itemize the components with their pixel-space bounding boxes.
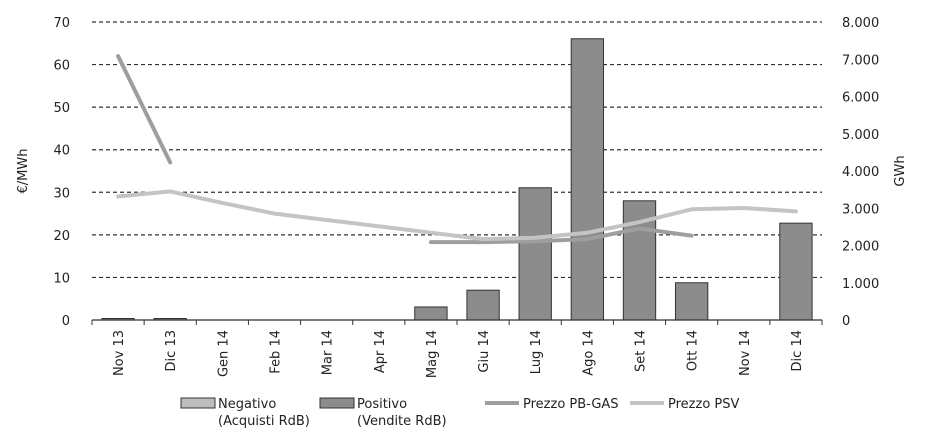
legend-item: Prezzo PB-GAS xyxy=(485,397,619,412)
y2-tick-label: 6.000 xyxy=(842,91,879,106)
y-tick-label: 50 xyxy=(53,101,70,116)
legend-item: Negativo (Acquisti RdB) xyxy=(180,397,310,429)
legend-layer: Negativo (Acquisti RdB) Positivo (Vendite R… xyxy=(180,397,739,429)
y2-tick-label: 8.000 xyxy=(842,16,879,31)
bars-layer xyxy=(101,38,813,321)
x-tick-label: Dic 13 xyxy=(164,330,179,371)
x-tick-label: Mar 14 xyxy=(321,330,336,375)
y2-tick-label: 5.000 xyxy=(842,128,879,143)
legend-swatch xyxy=(319,397,355,409)
x-tick-label: Ott 14 xyxy=(686,330,701,371)
legend-label: Positivo xyxy=(357,397,407,412)
y-tick-label: 20 xyxy=(53,229,70,244)
bar xyxy=(414,306,448,321)
x-tick-label: Apr 14 xyxy=(373,330,388,373)
y2-tick-label: 1.000 xyxy=(842,277,879,292)
x-tick-label: Nov 13 xyxy=(112,330,127,376)
x-tick-label: Giu 14 xyxy=(477,330,492,373)
y-tick-label: 40 xyxy=(53,144,70,159)
y2-tick-label: 3.000 xyxy=(842,202,879,217)
y2-tick-label: 7.000 xyxy=(842,53,879,68)
y-tick-label: 30 xyxy=(53,186,70,201)
y2-tick-label: 4.000 xyxy=(842,165,879,180)
x-tick-label: Mag 14 xyxy=(425,330,440,378)
y-tick-label: 60 xyxy=(53,59,70,74)
x-tick-label: Dic 14 xyxy=(790,330,805,371)
y-tick-label: 10 xyxy=(53,271,70,286)
x-tick-label: Set 14 xyxy=(634,330,649,372)
y-axis-title: €/MWh xyxy=(16,149,31,194)
y-tick-label: 70 xyxy=(53,16,70,31)
x-tick-label: Lug 14 xyxy=(529,330,544,374)
x-tick-label: Gen 14 xyxy=(216,330,231,377)
legend-sublabel: (Acquisti RdB) xyxy=(218,414,310,429)
legend-label: Prezzo PB-GAS xyxy=(523,397,619,412)
legend-item: Prezzo PSV xyxy=(630,397,739,412)
grid-layer xyxy=(92,21,822,279)
legend-item: Positivo (Vendite RdB) xyxy=(319,397,447,429)
y2-axis-title: GWh xyxy=(893,155,908,186)
y-tick-label: 0 xyxy=(62,314,70,329)
legend-swatch xyxy=(180,397,216,409)
bar xyxy=(466,289,500,321)
bar xyxy=(570,38,605,321)
bar xyxy=(674,282,709,321)
series-line xyxy=(428,226,694,245)
bar xyxy=(779,222,813,321)
bar xyxy=(518,187,552,321)
x-tick-label: Ago 14 xyxy=(581,330,596,376)
y2-tick-label: 0 xyxy=(842,314,850,329)
y2-tick-label: 2.000 xyxy=(842,240,879,255)
legend-label: Negativo xyxy=(218,397,276,412)
x-tick-label: Nov 14 xyxy=(738,330,753,376)
lines-layer xyxy=(116,54,798,245)
legend-sublabel: (Vendite RdB) xyxy=(357,414,447,429)
series-line xyxy=(116,54,173,165)
axes-layer: 0 10 20 30 40 50 60 70 0 1.000 2.000 3.000 4.000 5.00… xyxy=(16,16,908,378)
x-tick-label: Feb 14 xyxy=(269,330,284,374)
series-line xyxy=(116,189,798,242)
legend-label: Prezzo PSV xyxy=(668,397,739,412)
